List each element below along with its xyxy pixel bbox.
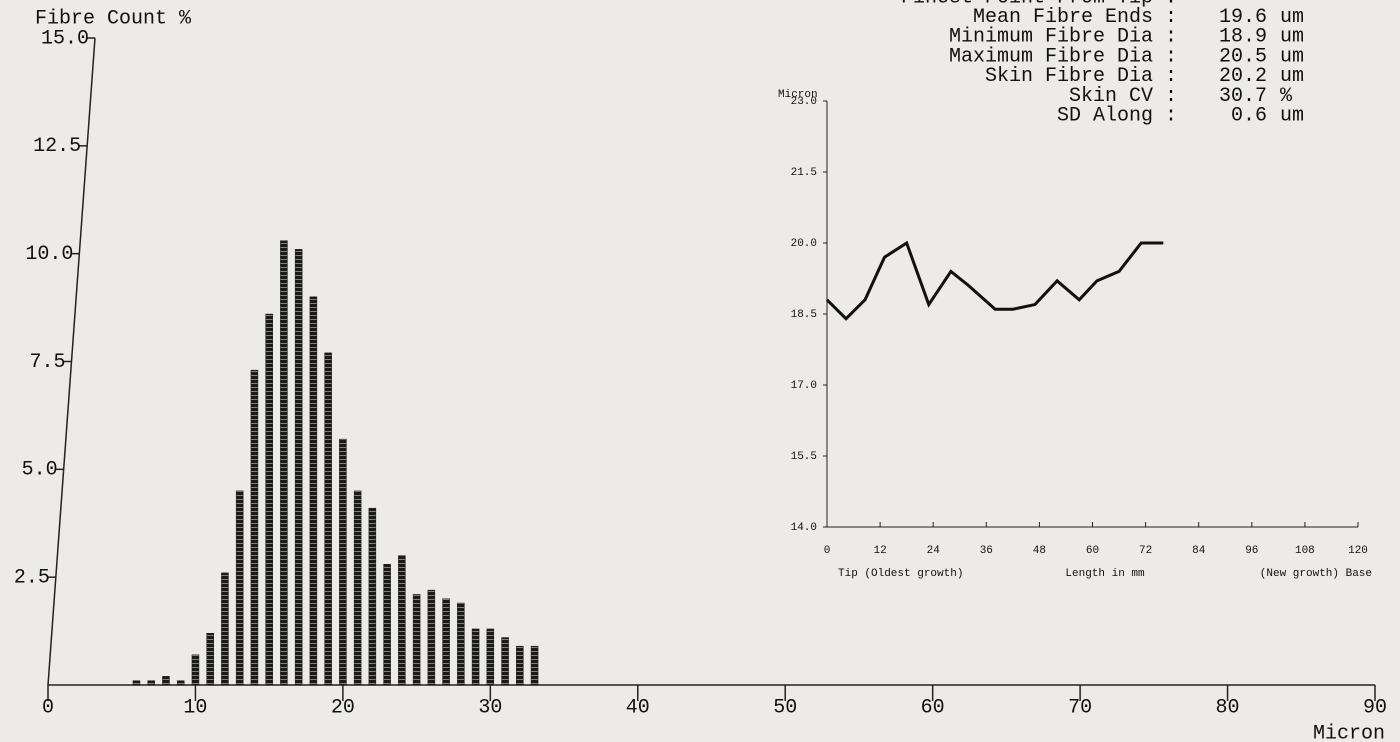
bar: [486, 628, 495, 686]
bar: [191, 654, 200, 686]
inset-x-tick-label: 72: [1139, 545, 1152, 557]
stat-unit: %: [1280, 85, 1293, 108]
x-tick-label: 80: [1216, 696, 1240, 719]
y-tick-label: 10.0: [25, 243, 73, 266]
inset-x-tick-label: 84: [1192, 545, 1206, 557]
bar: [368, 507, 377, 686]
stat-label: Mean Fibre Ends :: [973, 6, 1177, 29]
inset-y-tick-label: 17.0: [791, 380, 817, 392]
bar: [383, 563, 391, 686]
stat-unit: um: [1280, 6, 1304, 29]
y-tick-label: 5.0: [22, 459, 58, 482]
inset-x-left-label: Tip (Oldest growth): [838, 568, 963, 580]
y-tick-label: 7.5: [29, 351, 65, 374]
stat-value: 0.6: [1231, 104, 1267, 127]
bar: [339, 438, 347, 686]
y-tick-label: 12.5: [33, 135, 81, 158]
inset-y-tick-label: 23.0: [791, 96, 817, 108]
inset-y-tick-label: 15.5: [791, 451, 817, 463]
x-tick-label: 20: [331, 696, 355, 719]
inset-x-tick-label: 36: [980, 545, 993, 557]
bar: [132, 680, 141, 686]
bar: [471, 628, 480, 686]
y-tick-label: 2.5: [14, 566, 50, 589]
stat-label: Skin CV :: [1069, 85, 1177, 108]
x-tick-label: 60: [921, 696, 945, 719]
stat-unit: um: [1280, 104, 1304, 127]
bar: [162, 676, 170, 686]
bar: [516, 645, 524, 686]
inset-y-tick-label: 18.5: [791, 309, 817, 321]
stat-value: 20.5: [1219, 45, 1267, 68]
inset-x-tick-label: 48: [1033, 545, 1046, 557]
inset-x-tick-label: 60: [1086, 545, 1099, 557]
bar: [442, 598, 450, 686]
x-axis-title: Micron: [1313, 722, 1385, 742]
x-tick-label: 0: [42, 696, 54, 719]
bar: [457, 602, 465, 686]
y-axis-title: Fibre Count %: [35, 7, 192, 30]
bar: [412, 594, 421, 686]
inset-x-tick-label: 0: [824, 545, 831, 557]
stat-label: Skin Fibre Dia :: [985, 65, 1177, 88]
inset-x-right-label: (New growth) Base: [1260, 568, 1372, 580]
stat-value: 30.7: [1219, 85, 1267, 108]
stat-value: 20.2: [1219, 65, 1267, 88]
bar: [427, 589, 436, 686]
stat-unit: um: [1280, 45, 1304, 68]
bar: [353, 490, 362, 686]
inset-x-tick-label: 108: [1295, 545, 1315, 557]
inset-x-tick-label: 120: [1348, 545, 1368, 557]
x-tick-label: 10: [183, 696, 207, 719]
inset-y-title: Micron: [778, 89, 818, 101]
stat-unit: um: [1280, 65, 1304, 88]
inset-y-tick-label: 14.0: [791, 522, 817, 534]
inset-y-tick-label: 20.0: [791, 238, 817, 250]
bar: [398, 555, 406, 686]
y-tick-label: 15.0: [41, 27, 89, 50]
bar: [324, 352, 332, 686]
inset-y-tick-label: 21.5: [791, 167, 817, 179]
bar: [176, 680, 185, 686]
stat-label: SD Along :: [1057, 104, 1177, 127]
bar: [280, 240, 288, 686]
stat-unit: um: [1280, 26, 1304, 49]
bar: [147, 680, 155, 686]
x-tick-label: 40: [626, 696, 650, 719]
stat-value: 19.6: [1219, 6, 1267, 29]
stat-label: Finest Point From Tip :: [901, 0, 1177, 9]
bar: [235, 490, 244, 686]
inset-line: [825, 240, 1164, 321]
bar: [221, 572, 229, 686]
x-tick-label: 70: [1068, 696, 1092, 719]
inset-x-tick-label: 24: [927, 545, 941, 557]
x-tick-label: 90: [1363, 696, 1387, 719]
bar: [294, 249, 303, 686]
stat-value: 18.9: [1219, 26, 1267, 49]
inset-x-tick-label: 96: [1245, 545, 1258, 557]
bar: [206, 632, 214, 686]
stat-label: Maximum Fibre Dia :: [949, 45, 1177, 68]
x-tick-label: 50: [773, 696, 797, 719]
bar: [501, 637, 509, 686]
bar: [250, 369, 259, 686]
inset-x-title: Length in mm: [1065, 568, 1145, 580]
x-tick-label: 30: [478, 696, 502, 719]
stat-label: Minimum Fibre Dia :: [949, 26, 1177, 49]
bar: [530, 645, 539, 686]
inset-x-tick-label: 12: [873, 545, 886, 557]
bar: [309, 296, 318, 686]
bar: [265, 313, 273, 686]
